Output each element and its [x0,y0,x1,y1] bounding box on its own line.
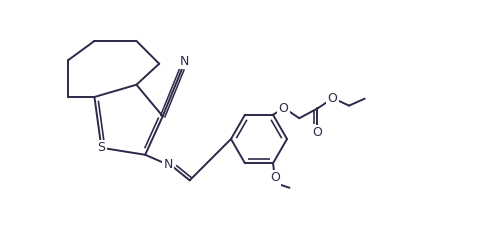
Text: S: S [97,141,105,154]
Text: O: O [327,92,337,105]
Text: N: N [164,158,172,171]
Text: O: O [279,102,288,115]
Text: O: O [270,172,280,185]
Text: O: O [313,126,323,139]
Text: N: N [180,55,189,68]
